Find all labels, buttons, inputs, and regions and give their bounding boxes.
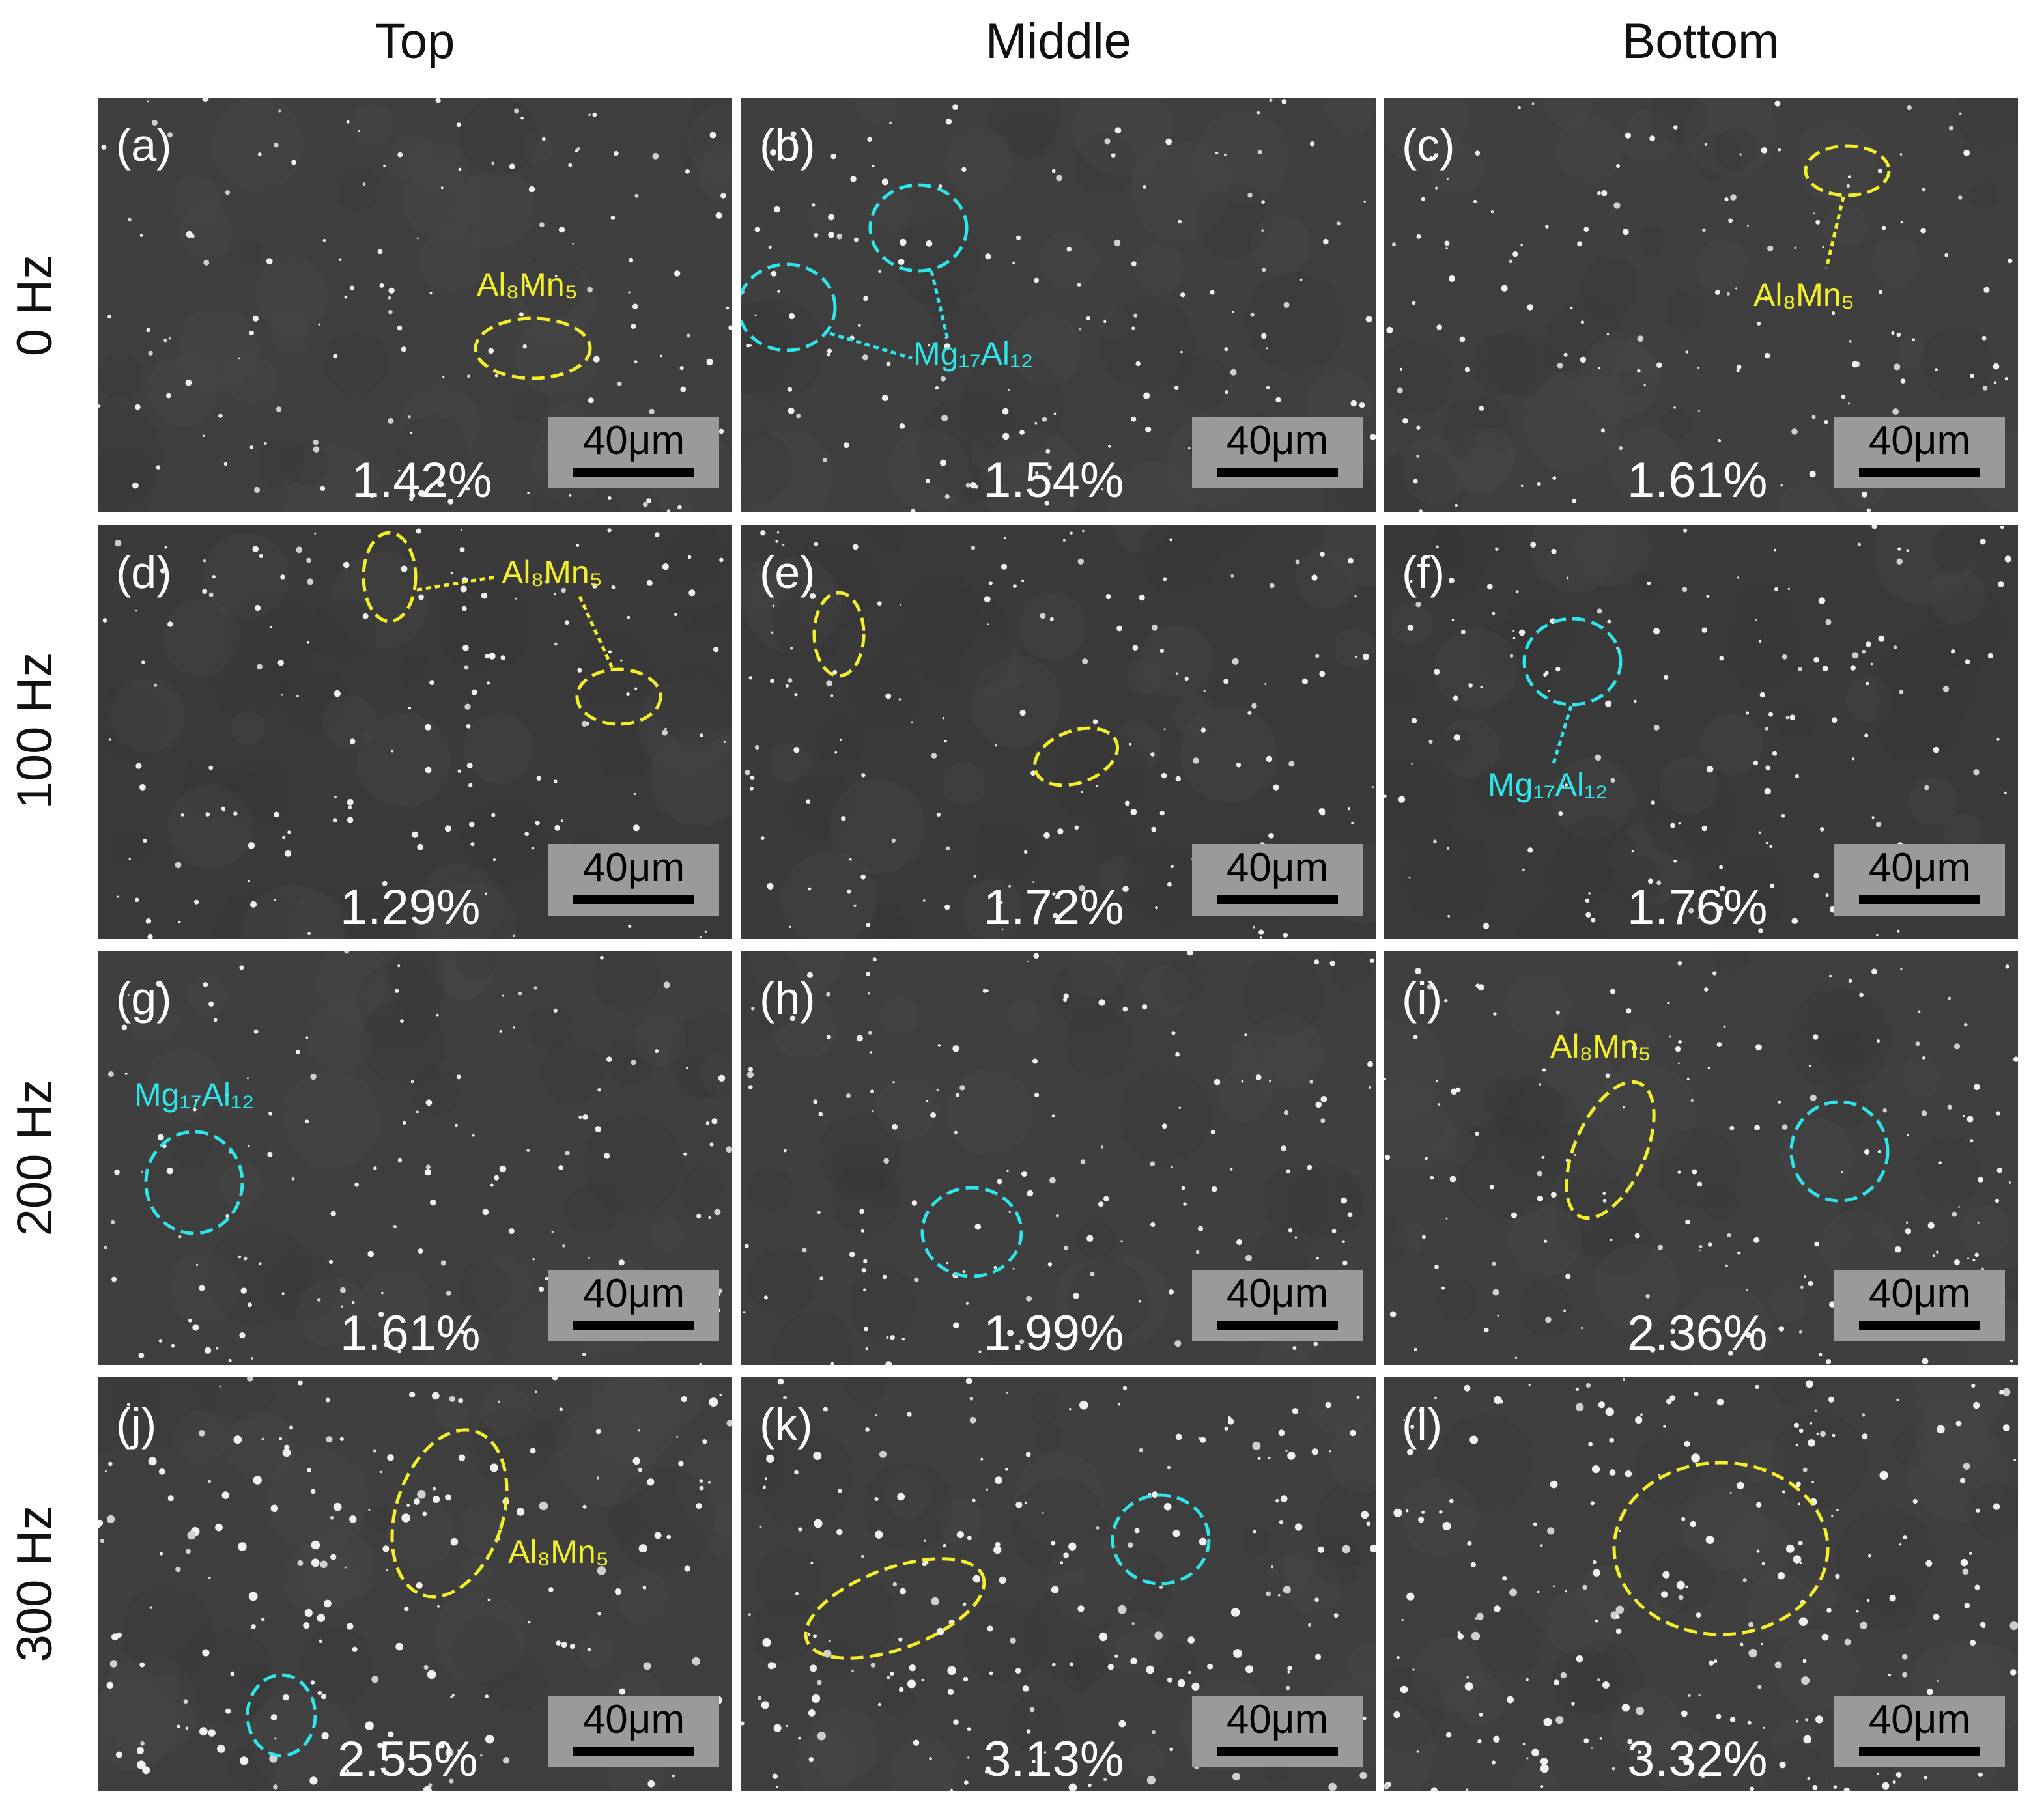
panel-label: (d)	[116, 547, 172, 598]
sem-panel-f: (f) 1.76% 40μm Mg₁₇Al₁₂	[1384, 525, 2018, 939]
scale-bar: 40μm	[548, 417, 719, 488]
sem-panel-e: (e) 1.72% 40μm	[741, 525, 1376, 939]
panel-label: (l)	[1402, 1399, 1443, 1450]
row-header-100hz: 100 Hz	[7, 652, 63, 809]
scale-bar-line	[573, 468, 694, 477]
phase-fraction: 3.13%	[984, 1732, 1124, 1787]
scale-bar-label: 40μm	[1226, 1697, 1329, 1742]
sem-panel-g: (g) 1.61% 40μm Mg₁₇Al₁₂	[98, 951, 732, 1365]
sem-panel-j: (j) 2.55% 40μm Al₈Mn₅	[98, 1377, 732, 1791]
panel-label: (a)	[116, 120, 172, 171]
scale-bar-label: 40μm	[582, 1271, 685, 1316]
sem-panel-d: (d) 1.29% 40μm Al₈Mn₅	[98, 525, 732, 939]
scale-bar-line	[1859, 895, 1980, 904]
panel-label: (h)	[759, 973, 816, 1024]
phase-fraction: 1.61%	[340, 1306, 481, 1361]
sem-panel-i: (i) 2.36% 40μm Al₈Mn₅	[1384, 951, 2018, 1365]
scale-bar: 40μm	[1834, 1270, 2005, 1341]
phase-fraction: 3.32%	[1627, 1732, 1768, 1787]
scale-bar: 40μm	[1192, 1270, 1363, 1341]
sem-panel-k: (k) 3.13% 40μm	[741, 1377, 1376, 1791]
sem-panel-a: (a) 1.42% 40μm Al₈Mn₅	[98, 98, 732, 512]
scale-bar-label: 40μm	[1868, 1271, 1971, 1316]
al8mn5-label: Al₈Mn₅	[508, 1534, 609, 1570]
scale-bar: 40μm	[548, 1270, 719, 1341]
phase-fraction: 1.42%	[352, 453, 492, 508]
panel-label: (b)	[759, 120, 816, 171]
sem-texture	[1384, 525, 2018, 939]
scale-bar-line	[573, 1747, 694, 1756]
panel-label: (k)	[759, 1399, 813, 1450]
row-header-300hz: 300 Hz	[7, 1505, 63, 1663]
phase-fraction: 2.36%	[1627, 1306, 1768, 1361]
scale-bar: 40μm	[548, 1696, 719, 1767]
scale-bar: 40μm	[1834, 417, 2005, 488]
scale-bar-label: 40μm	[582, 418, 685, 463]
sem-panel-c: (c) 1.61% 40μm Al₈Mn₅	[1384, 98, 2018, 512]
phase-fraction: 1.61%	[1627, 453, 1768, 508]
sem-panel-l: (l) 3.32% 40μm	[1384, 1377, 2018, 1791]
panel-label: (c)	[1402, 120, 1455, 171]
scale-bar-line	[1859, 468, 1980, 477]
scale-bar: 40μm	[1192, 844, 1363, 916]
sem-panel-b: (b) 1.54% 40μm Mg₁₇Al₁₂	[741, 98, 1376, 512]
phase-fraction: 1.76%	[1627, 880, 1768, 935]
scale-bar-line	[1217, 1747, 1338, 1756]
sem-panel-h: (h) 1.99% 40μm	[741, 951, 1376, 1365]
mg17al12-label: Mg₁₇Al₁₂	[1488, 766, 1608, 803]
panel-label: (i)	[1402, 973, 1443, 1024]
row-header-0hz: 0 Hz	[7, 254, 63, 357]
column-header-bottom: Bottom	[1622, 14, 1780, 69]
phase-fraction: 1.72%	[984, 880, 1124, 935]
scale-bar-line	[1859, 1747, 1980, 1756]
scale-bar: 40μm	[1834, 1696, 2005, 1767]
scale-bar: 40μm	[1192, 417, 1363, 488]
column-header-top: Top	[375, 14, 455, 69]
scale-bar-label: 40μm	[1868, 418, 1971, 463]
phase-fraction: 2.55%	[337, 1732, 478, 1787]
scale-bar-line	[1217, 1321, 1338, 1330]
panel-label: (g)	[116, 973, 172, 1024]
phase-fraction: 1.99%	[984, 1306, 1124, 1361]
scale-bar-label: 40μm	[582, 845, 685, 890]
al8mn5-label: Al₈Mn₅	[1550, 1028, 1651, 1065]
al8mn5-label: Al₈Mn₅	[502, 554, 603, 591]
scale-bar: 40μm	[548, 844, 719, 916]
al8mn5-label: Al₈Mn₅	[1753, 277, 1854, 313]
scale-bar-line	[573, 895, 694, 904]
row-header-200hz: 200 Hz	[7, 1079, 63, 1237]
scale-bar-label: 40μm	[1868, 1697, 1971, 1742]
scale-bar: 40μm	[1192, 1696, 1363, 1767]
phase-fraction: 1.54%	[984, 453, 1124, 508]
panel-label: (f)	[1402, 547, 1445, 598]
scale-bar-line	[1217, 895, 1338, 904]
scale-bar-label: 40μm	[1226, 1271, 1329, 1316]
scale-bar-label: 40μm	[1226, 845, 1329, 890]
scale-bar: 40μm	[1834, 844, 2005, 916]
scale-bar-label: 40μm	[1226, 418, 1329, 463]
scale-bar-line	[573, 1321, 694, 1330]
column-header-middle: Middle	[986, 14, 1131, 69]
mg17al12-label: Mg₁₇Al₁₂	[134, 1076, 255, 1113]
scale-bar-label: 40μm	[1868, 845, 1971, 890]
phase-fraction: 1.29%	[340, 880, 481, 935]
panel-label: (j)	[116, 1399, 157, 1450]
scale-bar-line	[1859, 1321, 1980, 1330]
mg17al12-label: Mg₁₇Al₁₂	[913, 335, 1034, 372]
al8mn5-label: Al₈Mn₅	[477, 266, 578, 303]
scale-bar-line	[1217, 468, 1338, 477]
scale-bar-label: 40μm	[582, 1697, 685, 1742]
panel-label: (e)	[759, 547, 816, 598]
